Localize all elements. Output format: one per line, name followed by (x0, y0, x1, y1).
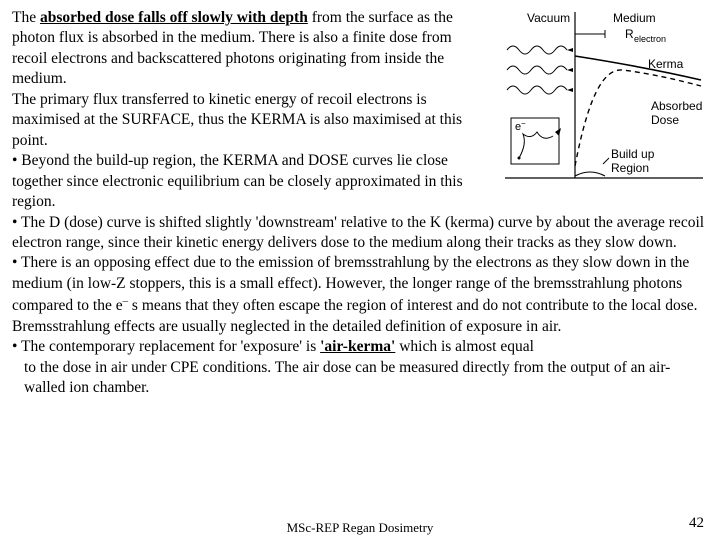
svg-text:Dose: Dose (651, 113, 679, 127)
bullet-2: • The D (dose) curve is shifted slightly… (12, 213, 708, 254)
svg-text:Kerma: Kerma (648, 57, 684, 71)
page-number: 42 (689, 514, 704, 534)
label-medium: Medium (613, 11, 656, 25)
svg-text:Build up: Build up (611, 147, 655, 161)
label-vacuum: Vacuum (527, 11, 570, 25)
svg-text:Absorbed: Absorbed (651, 99, 702, 113)
bullet-3: • There is an opposing effect due to the… (12, 253, 708, 337)
bullet-4-line2: to the dose in air under CPE conditions.… (12, 358, 708, 399)
emphasis-absorbed-dose: absorbed dose falls off slowly with dept… (40, 9, 308, 26)
kerma-dose-diagram: Vacuum Medium R electron Kerma Absorbed … (493, 8, 708, 183)
svg-text:−: − (521, 119, 526, 128)
svg-text:R: R (625, 27, 634, 41)
footer-text: MSc-REP Regan Dosimetry (0, 519, 720, 536)
bullet-4-line1: • The contemporary replacement for 'expo… (12, 337, 708, 357)
emphasis-air-kerma: 'air-kerma' (320, 338, 395, 355)
svg-text:electron: electron (634, 34, 666, 44)
slide-body: Vacuum Medium R electron Kerma Absorbed … (12, 8, 708, 399)
svg-text:Region: Region (611, 161, 649, 175)
